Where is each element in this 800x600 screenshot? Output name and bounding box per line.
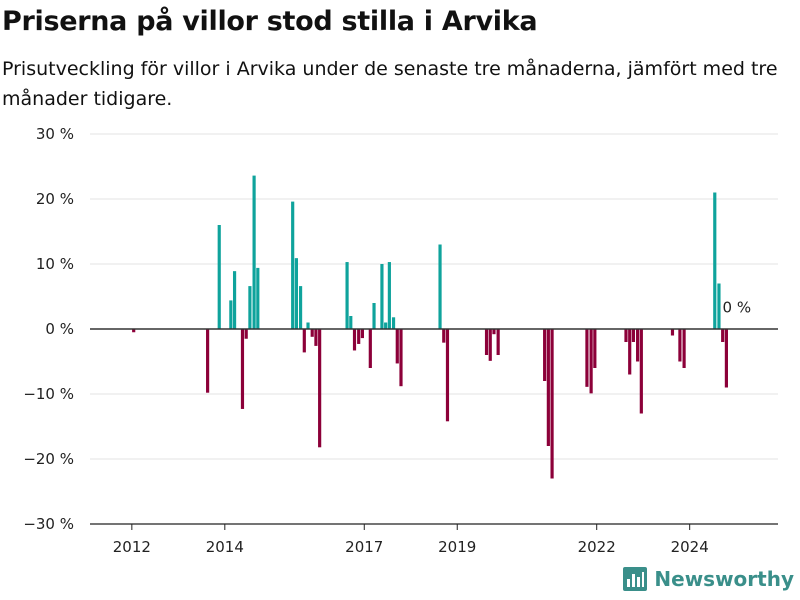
bar [368, 329, 372, 368]
bar [670, 329, 675, 336]
bar [496, 329, 500, 355]
bar [384, 322, 388, 329]
bar [229, 300, 233, 329]
x-tick-label: 2024 [671, 538, 709, 556]
bars [132, 175, 728, 479]
bar [372, 303, 376, 329]
bar [628, 329, 632, 375]
y-tick-label: −30 % [23, 515, 74, 533]
bar [306, 322, 310, 329]
y-tick-label: 10 % [36, 255, 74, 273]
bar [248, 286, 252, 329]
bar [589, 329, 593, 394]
bar [682, 329, 686, 368]
bar [318, 329, 322, 448]
bar [132, 329, 136, 333]
bar [631, 329, 636, 342]
bar [593, 329, 597, 368]
bar [357, 329, 361, 344]
y-tick-label: 20 % [36, 190, 74, 208]
x-tick-label: 2022 [578, 538, 616, 556]
bar [484, 329, 489, 355]
bar [395, 329, 399, 364]
bar [445, 329, 450, 422]
bar [488, 329, 492, 361]
bar [721, 329, 725, 342]
bar [546, 329, 550, 446]
bar [217, 225, 221, 329]
y-tick-label: 0 % [45, 320, 74, 338]
brand-logo: Newsworthy [622, 566, 794, 592]
bar [256, 267, 260, 329]
bar [360, 329, 364, 339]
bar [717, 283, 721, 329]
bar [624, 329, 628, 342]
bar [391, 317, 396, 329]
chart-subtitle: Prisutveckling för villor i Arvika under… [2, 58, 778, 110]
bar [492, 329, 496, 335]
bar [585, 329, 589, 387]
bar [550, 329, 554, 479]
x-tick-label: 2017 [345, 538, 383, 556]
bar [314, 329, 318, 346]
bar [438, 244, 442, 329]
x-tick-label: 2019 [438, 538, 476, 556]
bar [302, 329, 306, 353]
bar [244, 329, 248, 339]
newsworthy-logo-icon [623, 567, 648, 591]
bar [232, 271, 237, 329]
bar [310, 329, 314, 337]
bar [442, 329, 446, 343]
bar [636, 329, 640, 362]
annotation-label: 0 % [723, 298, 752, 316]
bar [294, 258, 298, 329]
y-tick-label: 30 % [36, 125, 74, 143]
bar [543, 329, 547, 381]
x-tick-label: 2012 [113, 538, 151, 556]
bar [206, 329, 210, 393]
bar [352, 329, 357, 351]
bar [380, 264, 384, 329]
bar [639, 329, 643, 414]
bar [298, 286, 303, 329]
axes: −30 % −20 % −10 % 0 % 10 % 20 % 30 % 2012 2014 20… [23, 125, 778, 556]
annotations: 0 % [721, 296, 754, 318]
bar [678, 329, 682, 362]
chart-title: Priserna på villor stod stilla i Arvika [2, 6, 538, 37]
brand-name: Newsworthy [654, 567, 794, 591]
gridlines [90, 133, 778, 460]
bar [240, 329, 245, 409]
bar [252, 175, 256, 329]
bar [291, 201, 295, 329]
bar [387, 262, 391, 329]
bar [399, 329, 403, 387]
y-tick-label: −10 % [23, 385, 74, 403]
bar [713, 192, 717, 329]
x-tick-label: 2014 [206, 538, 244, 556]
bar [345, 262, 349, 329]
bar [349, 316, 353, 329]
bar [724, 329, 728, 388]
y-tick-label: −20 % [23, 450, 74, 468]
